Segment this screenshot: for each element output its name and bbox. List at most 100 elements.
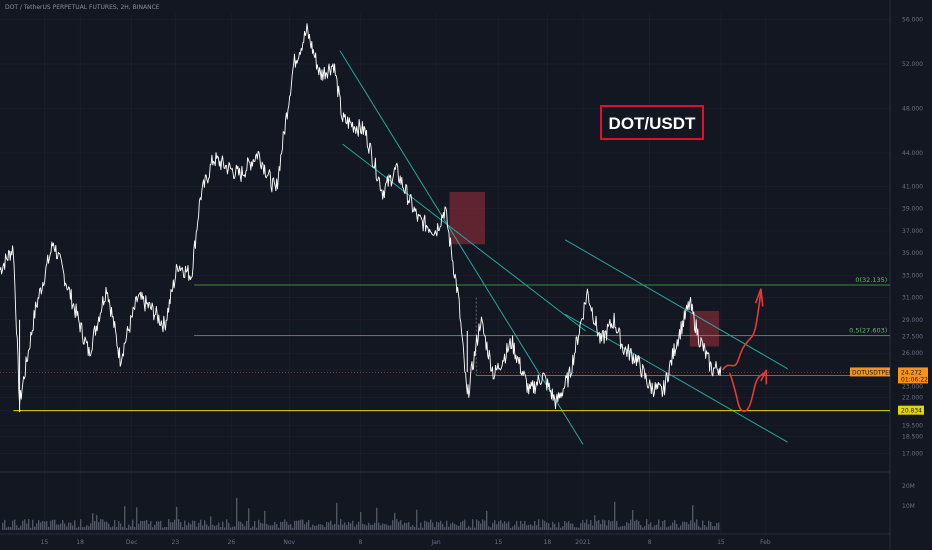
symbol-tag-bg — [850, 367, 890, 377]
volume-bar — [476, 519, 478, 530]
symbol-title-box[interactable]: DOT/USDT — [600, 105, 704, 140]
volume-bar — [542, 519, 544, 530]
volume-bar — [24, 519, 26, 530]
volume-bar — [152, 527, 154, 530]
projection-arrows[interactable] — [722, 288, 768, 412]
volume-bar — [684, 521, 686, 530]
chart-title: DOT/USDT — [609, 114, 697, 133]
volume-bar — [616, 521, 618, 530]
volume-bar — [44, 521, 46, 530]
volume-bar — [410, 526, 412, 530]
volume-bar — [316, 525, 318, 530]
volume-bar — [590, 519, 592, 530]
price-line — [0, 23, 722, 410]
volume-bar — [558, 522, 560, 530]
current-price-value: 24.272 — [901, 369, 922, 376]
volume-bar — [714, 526, 716, 530]
volume-bar — [88, 526, 90, 530]
volume-bar — [574, 527, 576, 530]
volume-bar — [318, 524, 320, 530]
supply-zone-1 — [449, 191, 486, 245]
volume-bar — [458, 525, 460, 530]
volume-bar — [552, 521, 554, 530]
volume-bar — [522, 523, 524, 530]
supply-zones[interactable] — [449, 191, 720, 347]
volume-bar — [696, 519, 698, 530]
volume-bar — [172, 522, 174, 530]
volume-bar — [136, 507, 138, 530]
channel-line — [564, 239, 788, 370]
volume-bar — [22, 520, 24, 530]
volume-bar — [568, 521, 570, 530]
volume-bar — [454, 523, 456, 530]
volume-bar — [198, 522, 200, 530]
volume-bar — [188, 522, 190, 530]
volume-bar — [670, 525, 672, 530]
volume-bar — [662, 520, 664, 530]
volume-bar — [8, 526, 10, 530]
volume-bar — [632, 510, 634, 530]
volume-bar — [102, 519, 104, 530]
volume-bar — [32, 519, 34, 530]
volume-bar — [10, 527, 12, 530]
volume-bar — [354, 526, 356, 530]
volume-bar — [412, 525, 414, 530]
volume-bar — [548, 523, 550, 530]
volume-bar — [306, 522, 308, 530]
price-axis[interactable]: 56.000 52.000 48.000 44.000 41.000 39.000 37.0… — [902, 17, 923, 510]
volume-bar — [460, 522, 462, 530]
volume-bar — [180, 522, 182, 530]
volume-bar — [360, 512, 362, 530]
volume-bar — [414, 526, 416, 530]
volume-bar — [38, 520, 40, 530]
price-axis-label: 23.000 — [902, 384, 923, 391]
volume-bar — [472, 519, 474, 530]
volume-bar — [572, 523, 574, 530]
volume-bar — [232, 526, 234, 530]
volume-bar — [602, 519, 604, 530]
volume-bar — [490, 527, 492, 530]
volume-bar — [512, 526, 514, 530]
volume-bar — [244, 526, 246, 530]
volume-bar — [70, 522, 72, 530]
volume-bar — [698, 526, 700, 530]
time-axis[interactable]: 15 18 Dec 23 26 Nov 8 Jan 15 18 2021 8 15 Feb — [41, 539, 771, 546]
time-axis-label: Nov — [283, 539, 295, 546]
volume-bar — [184, 520, 186, 530]
volume-bar — [288, 524, 290, 530]
volume-bar — [340, 519, 342, 530]
volume-bar — [124, 506, 126, 530]
volume-bar — [444, 527, 446, 530]
volume-bar — [166, 526, 168, 530]
volume-bar — [430, 519, 432, 530]
volume-bar — [584, 522, 586, 530]
volume-bar — [364, 524, 366, 530]
volume-bar — [290, 524, 292, 530]
current-price-tag-bg — [898, 367, 928, 384]
volume-bar — [298, 520, 300, 530]
volume-bar — [254, 520, 256, 530]
volume-bar — [456, 525, 458, 530]
volume-bar — [64, 523, 66, 530]
volume-bar — [164, 526, 166, 530]
volume-bar — [346, 524, 348, 530]
volume-bar — [282, 521, 284, 530]
volume-bar — [448, 526, 450, 530]
volume-bar — [710, 522, 712, 530]
volume-bar — [224, 527, 226, 530]
volume-bar — [230, 527, 232, 530]
volume-bar — [434, 527, 436, 530]
volume-bar — [620, 526, 622, 530]
current-price-timer: 01:06:22 — [901, 376, 928, 383]
volume-bar — [600, 523, 602, 530]
volume-bar — [222, 521, 224, 530]
volume-bar — [540, 527, 542, 530]
volume-bar — [370, 524, 372, 530]
volume-bar — [128, 524, 130, 530]
volume-bar — [384, 524, 386, 530]
volume-bar — [234, 526, 236, 530]
volume-bar — [682, 521, 684, 530]
price-axis-label: 17.000 — [902, 450, 923, 457]
